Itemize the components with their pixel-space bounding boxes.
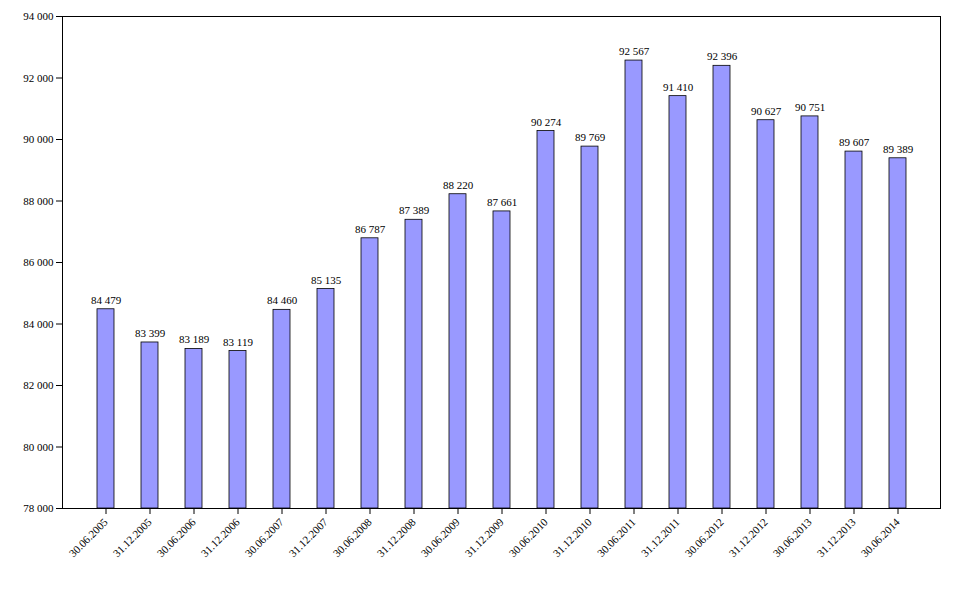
svg-text:88 220: 88 220 <box>443 179 474 191</box>
svg-text:31.12.2010: 31.12.2010 <box>550 515 594 559</box>
svg-text:84 479: 84 479 <box>91 294 122 306</box>
svg-text:30.06.2012: 30.06.2012 <box>682 516 725 559</box>
svg-text:90 751: 90 751 <box>795 101 825 113</box>
svg-text:31.12.2013: 31.12.2013 <box>814 515 858 559</box>
svg-text:31.12.2009: 31.12.2009 <box>462 515 506 559</box>
svg-text:86 787: 86 787 <box>355 223 386 235</box>
svg-text:31.12.2006: 31.12.2006 <box>198 515 242 559</box>
svg-text:83 119: 83 119 <box>223 336 253 348</box>
svg-text:31.12.2005: 31.12.2005 <box>110 515 154 559</box>
svg-text:30.06.2009: 30.06.2009 <box>418 515 462 559</box>
svg-text:89 389: 89 389 <box>883 143 914 155</box>
svg-text:88 000: 88 000 <box>23 195 54 207</box>
svg-text:85 135: 85 135 <box>311 274 342 286</box>
svg-text:87 389: 87 389 <box>399 204 430 216</box>
svg-text:30.06.2011: 30.06.2011 <box>595 516 638 559</box>
svg-text:30.06.2008: 30.06.2008 <box>330 515 374 559</box>
svg-text:94 000: 94 000 <box>23 10 54 22</box>
svg-text:30.06.2006: 30.06.2006 <box>154 515 198 559</box>
svg-text:89 769: 89 769 <box>575 131 606 143</box>
svg-text:31.12.2008: 31.12.2008 <box>374 515 418 559</box>
svg-text:92 396: 92 396 <box>707 50 738 62</box>
svg-text:31.12.2007: 31.12.2007 <box>286 515 330 559</box>
svg-text:90 274: 90 274 <box>531 116 562 128</box>
svg-text:30.06.2010: 30.06.2010 <box>506 515 550 559</box>
svg-text:90 627: 90 627 <box>751 105 782 117</box>
svg-text:86 000: 86 000 <box>23 256 54 268</box>
svg-text:30.06.2005: 30.06.2005 <box>66 515 110 559</box>
svg-text:90 000: 90 000 <box>23 133 54 145</box>
svg-text:31.12.2012: 31.12.2012 <box>726 516 769 559</box>
svg-text:84 460: 84 460 <box>267 294 298 306</box>
svg-text:31.12.2011: 31.12.2011 <box>639 516 682 559</box>
svg-text:30.06.2013: 30.06.2013 <box>770 515 814 559</box>
svg-text:30.06.2014: 30.06.2014 <box>858 515 902 559</box>
svg-text:91 410: 91 410 <box>663 81 694 93</box>
svg-text:84 000: 84 000 <box>23 318 54 330</box>
svg-text:78 000: 78 000 <box>23 502 54 514</box>
svg-text:92 567: 92 567 <box>619 45 650 57</box>
svg-text:89 607: 89 607 <box>839 136 870 148</box>
svg-text:82 000: 82 000 <box>23 379 54 391</box>
svg-text:83 399: 83 399 <box>135 327 166 339</box>
svg-text:92 000: 92 000 <box>23 72 54 84</box>
svg-text:30.06.2007: 30.06.2007 <box>242 515 286 559</box>
svg-text:87 661: 87 661 <box>487 196 517 208</box>
svg-text:80 000: 80 000 <box>23 441 54 453</box>
svg-text:83 189: 83 189 <box>179 333 210 345</box>
